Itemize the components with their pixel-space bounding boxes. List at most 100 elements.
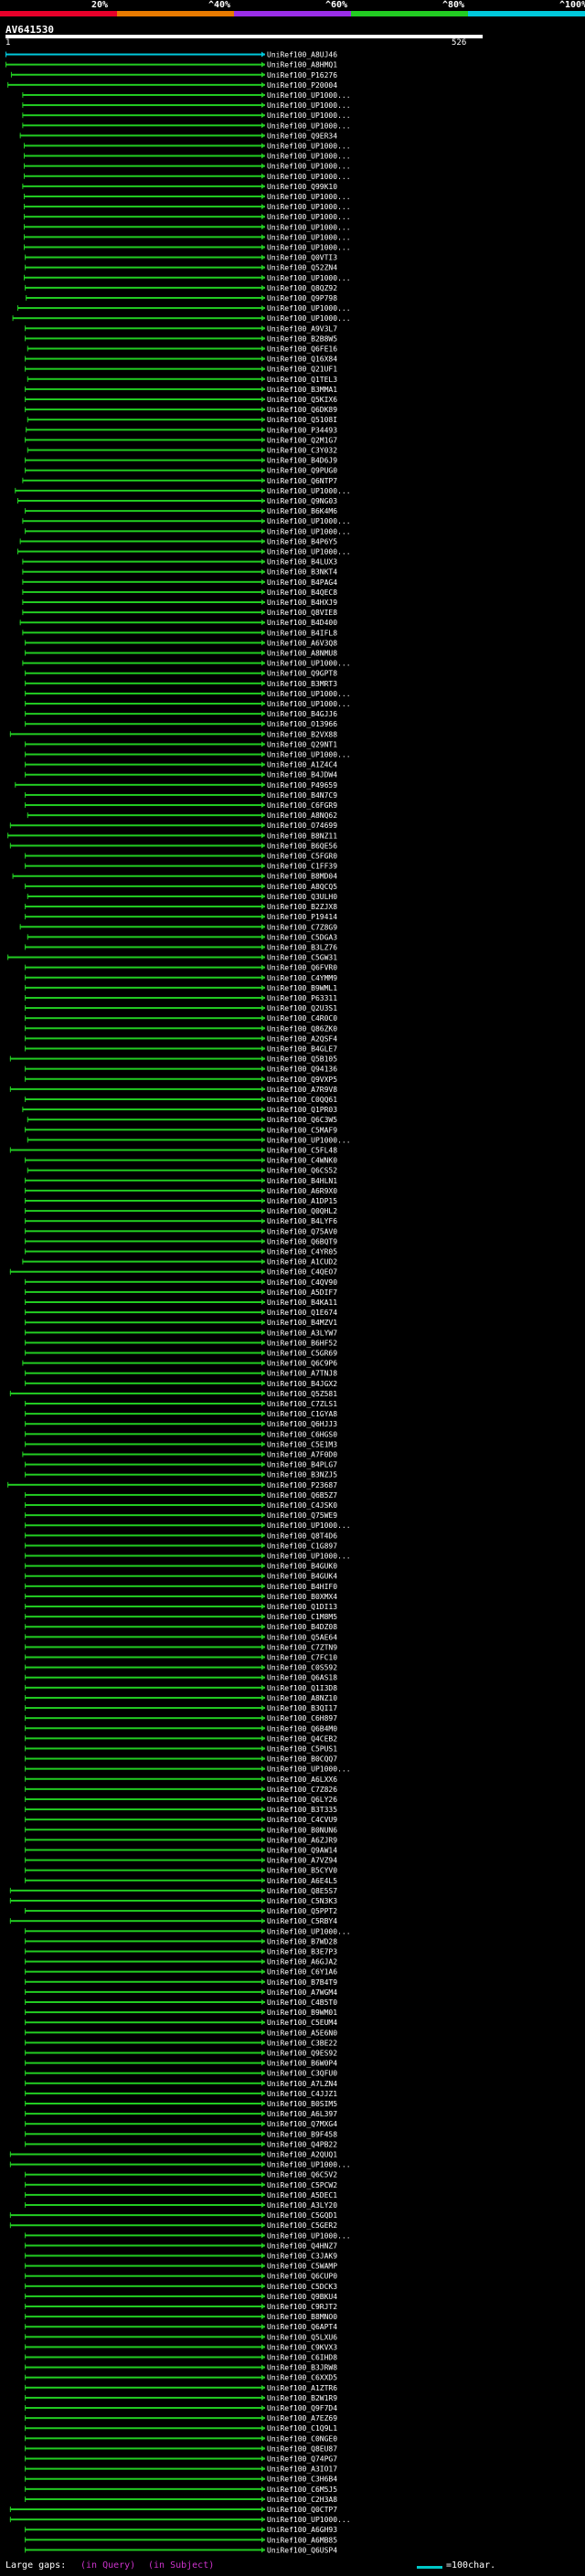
hit-label[interactable]: UniRef100_C1Q9L1	[267, 2424, 337, 2433]
hit-label[interactable]: UniRef100_UP1000...	[267, 1553, 351, 1561]
hit-label[interactable]: UniRef100_Q6AS18	[267, 1674, 337, 1682]
hit-label[interactable]: UniRef100_B7WD28	[267, 1937, 337, 1945]
hit-label[interactable]: UniRef100_UP1000...	[267, 1765, 351, 1774]
hit-label[interactable]: UniRef100_UP1000...	[267, 2516, 351, 2524]
hit-label[interactable]: UniRef100_C4B5T0	[267, 1998, 337, 2007]
hit-label[interactable]: UniRef100_B3T335	[267, 1806, 337, 1814]
hit-label[interactable]: UniRef100_B3JRW8	[267, 2364, 337, 2372]
hit-label[interactable]: UniRef100_B0XMX4	[267, 1593, 337, 1601]
hit-label[interactable]: UniRef100_B4D400	[267, 619, 337, 627]
hit-label[interactable]: UniRef100_A2QUQ1	[267, 2151, 337, 2159]
hit-label[interactable]: UniRef100_B6K4M6	[267, 507, 337, 515]
hit-label[interactable]: UniRef100_UP1000...	[267, 1521, 351, 1530]
hit-label[interactable]: UniRef100_UP1000...	[267, 1927, 351, 1935]
hit-label[interactable]: UniRef100_A7VZ94	[267, 1857, 337, 1865]
hit-label[interactable]: UniRef100_B4MZV1	[267, 1319, 337, 1327]
hit-label[interactable]: UniRef100_Q9NG03	[267, 497, 337, 505]
hit-label[interactable]: UniRef100_P63311	[267, 994, 337, 1002]
hit-label[interactable]: UniRef100_B2B8W5	[267, 334, 337, 343]
hit-label[interactable]: UniRef100_C4YMM9	[267, 974, 337, 982]
hit-label[interactable]: UniRef100_C7FC10	[267, 1654, 337, 1662]
hit-label[interactable]: UniRef100_C7ZTN9	[267, 1643, 337, 1651]
hit-label[interactable]: UniRef100_Q1I3D8	[267, 1684, 337, 1692]
hit-label[interactable]: UniRef100_UP1000...	[267, 2231, 351, 2240]
hit-label[interactable]: UniRef100_C1GYA8	[267, 1410, 337, 1418]
hit-label[interactable]: UniRef100_Q8EU87	[267, 2444, 337, 2453]
hit-label[interactable]: UniRef100_Q6C5V2	[267, 2171, 337, 2179]
hit-label[interactable]: UniRef100_Q1PR03	[267, 1106, 337, 1114]
hit-label[interactable]: UniRef100_UP1000...	[267, 2161, 351, 2169]
hit-label[interactable]: UniRef100_UP1000...	[267, 314, 351, 323]
hit-label[interactable]: UniRef100_UP1000...	[267, 304, 351, 313]
hit-label[interactable]: UniRef100_UP1000...	[267, 517, 351, 525]
hit-label[interactable]: UniRef100_Q0CTP7	[267, 2506, 337, 2514]
hit-label[interactable]: UniRef100_B4GJJ6	[267, 710, 337, 718]
hit-label[interactable]: UniRef100_Q9P798	[267, 294, 337, 302]
hit-label[interactable]: UniRef100_Q9F7D4	[267, 2404, 337, 2412]
hit-label[interactable]: UniRef100_UP1000...	[267, 223, 351, 231]
hit-label[interactable]: UniRef100_Q0VTI3	[267, 254, 337, 262]
hit-label[interactable]: UniRef100_UP1000...	[267, 690, 351, 698]
hit-label[interactable]: UniRef100_Q6CS52	[267, 1167, 337, 1175]
hit-label[interactable]: UniRef100_Q6APT4	[267, 2323, 337, 2331]
hit-label[interactable]: UniRef100_C5GER2	[267, 2221, 337, 2230]
hit-label[interactable]: UniRef100_UP1000...	[267, 487, 351, 495]
hit-label[interactable]: UniRef100_B3QI17	[267, 1704, 337, 1712]
hit-label[interactable]: UniRef100_B9WML1	[267, 984, 337, 992]
hit-label[interactable]: UniRef100_B4JGX2	[267, 1380, 337, 1388]
hit-label[interactable]: UniRef100_C3JAK9	[267, 2253, 337, 2261]
hit-label[interactable]: UniRef100_Q94136	[267, 1065, 337, 1074]
hit-label[interactable]: UniRef100_B0SIM5	[267, 2100, 337, 2108]
hit-label[interactable]: UniRef100_B9WM01	[267, 2009, 337, 2017]
hit-label[interactable]: UniRef100_P20004	[267, 81, 337, 90]
hit-label[interactable]: UniRef100_UP1000...	[267, 660, 351, 668]
hit-label[interactable]: UniRef100_A6R9X0	[267, 1187, 337, 1195]
hit-label[interactable]: UniRef100_Q16X84	[267, 355, 337, 364]
hit-label[interactable]: UniRef100_B4D6J9	[267, 457, 337, 465]
hit-label[interactable]: UniRef100_B4GUK0	[267, 1563, 337, 1571]
hit-label[interactable]: UniRef100_A6GJA2	[267, 1958, 337, 1966]
hit-label[interactable]: UniRef100_B0CQQ7	[267, 1755, 337, 1764]
hit-label[interactable]: UniRef100_Q9ES92	[267, 2049, 337, 2057]
hit-label[interactable]: UniRef100_Q5LXU6	[267, 2333, 337, 2341]
hit-label[interactable]: UniRef100_A8NQ62	[267, 811, 337, 820]
hit-label[interactable]: UniRef100_Q9BKU4	[267, 2293, 337, 2301]
hit-label[interactable]: UniRef100_A5DEC1	[267, 2191, 337, 2200]
hit-label[interactable]: UniRef100_C5RBY4	[267, 1917, 337, 1925]
hit-label[interactable]: UniRef100_A8HMQ1	[267, 61, 337, 69]
hit-label[interactable]: UniRef100_B4DZ08	[267, 1623, 337, 1631]
hit-label[interactable]: UniRef100_A6V3Q8	[267, 639, 337, 647]
hit-label[interactable]: UniRef100_C6XXD5	[267, 2374, 337, 2382]
hit-label[interactable]: UniRef100_B3NKT4	[267, 568, 337, 577]
hit-label[interactable]: UniRef100_P34493	[267, 426, 337, 434]
hit-label[interactable]: UniRef100_B4JDW4	[267, 771, 337, 779]
hit-label[interactable]: UniRef100_A8NMU8	[267, 650, 337, 658]
hit-label[interactable]: UniRef100_B2W1R9	[267, 2394, 337, 2402]
hit-label[interactable]: UniRef100_Q6LY26	[267, 1796, 337, 1804]
hit-label[interactable]: UniRef100_C5N3K3	[267, 1897, 337, 1905]
hit-label[interactable]: UniRef100_UP1000...	[267, 213, 351, 221]
hit-label[interactable]: UniRef100_A6E4L5	[267, 1877, 337, 1885]
hit-label[interactable]: UniRef100_C5PUS1	[267, 1744, 337, 1753]
hit-label[interactable]: UniRef100_B6HF52	[267, 1339, 337, 1347]
hit-label[interactable]: UniRef100_Q6B5Z7	[267, 1491, 337, 1500]
hit-label[interactable]: UniRef100_UP1000...	[267, 193, 351, 201]
hit-label[interactable]: UniRef100_C5WAMP	[267, 2263, 337, 2271]
hit-label[interactable]: UniRef100_C2H3A8	[267, 2496, 337, 2504]
hit-label[interactable]: UniRef100_Q21UF1	[267, 366, 337, 374]
hit-label[interactable]: UniRef100_B5CYV0	[267, 1867, 337, 1875]
hit-label[interactable]: UniRef100_Q6FVR0	[267, 964, 337, 972]
hit-label[interactable]: UniRef100_Q6NTP7	[267, 477, 337, 485]
hit-label[interactable]: UniRef100_Q6BQT9	[267, 1237, 337, 1246]
hit-label[interactable]: UniRef100_C4QV90	[267, 1278, 337, 1287]
hit-label[interactable]: UniRef100_C5GQD1	[267, 2211, 337, 2220]
hit-label[interactable]: UniRef100_B4GLE7	[267, 1044, 337, 1053]
hit-label[interactable]: UniRef100_B3MMA1	[267, 386, 337, 394]
hit-label[interactable]: UniRef100_B4QEC8	[267, 588, 337, 597]
hit-label[interactable]: UniRef100_C6HGS0	[267, 1430, 337, 1438]
hit-label[interactable]: UniRef100_C7ZLS1	[267, 1400, 337, 1408]
hit-label[interactable]: UniRef100_C1M8M5	[267, 1613, 337, 1621]
hit-label[interactable]: UniRef100_A7WGM4	[267, 1988, 337, 1997]
hit-label[interactable]: UniRef100_A8QCQ5	[267, 883, 337, 891]
hit-label[interactable]: UniRef100_A6GH93	[267, 2526, 337, 2534]
